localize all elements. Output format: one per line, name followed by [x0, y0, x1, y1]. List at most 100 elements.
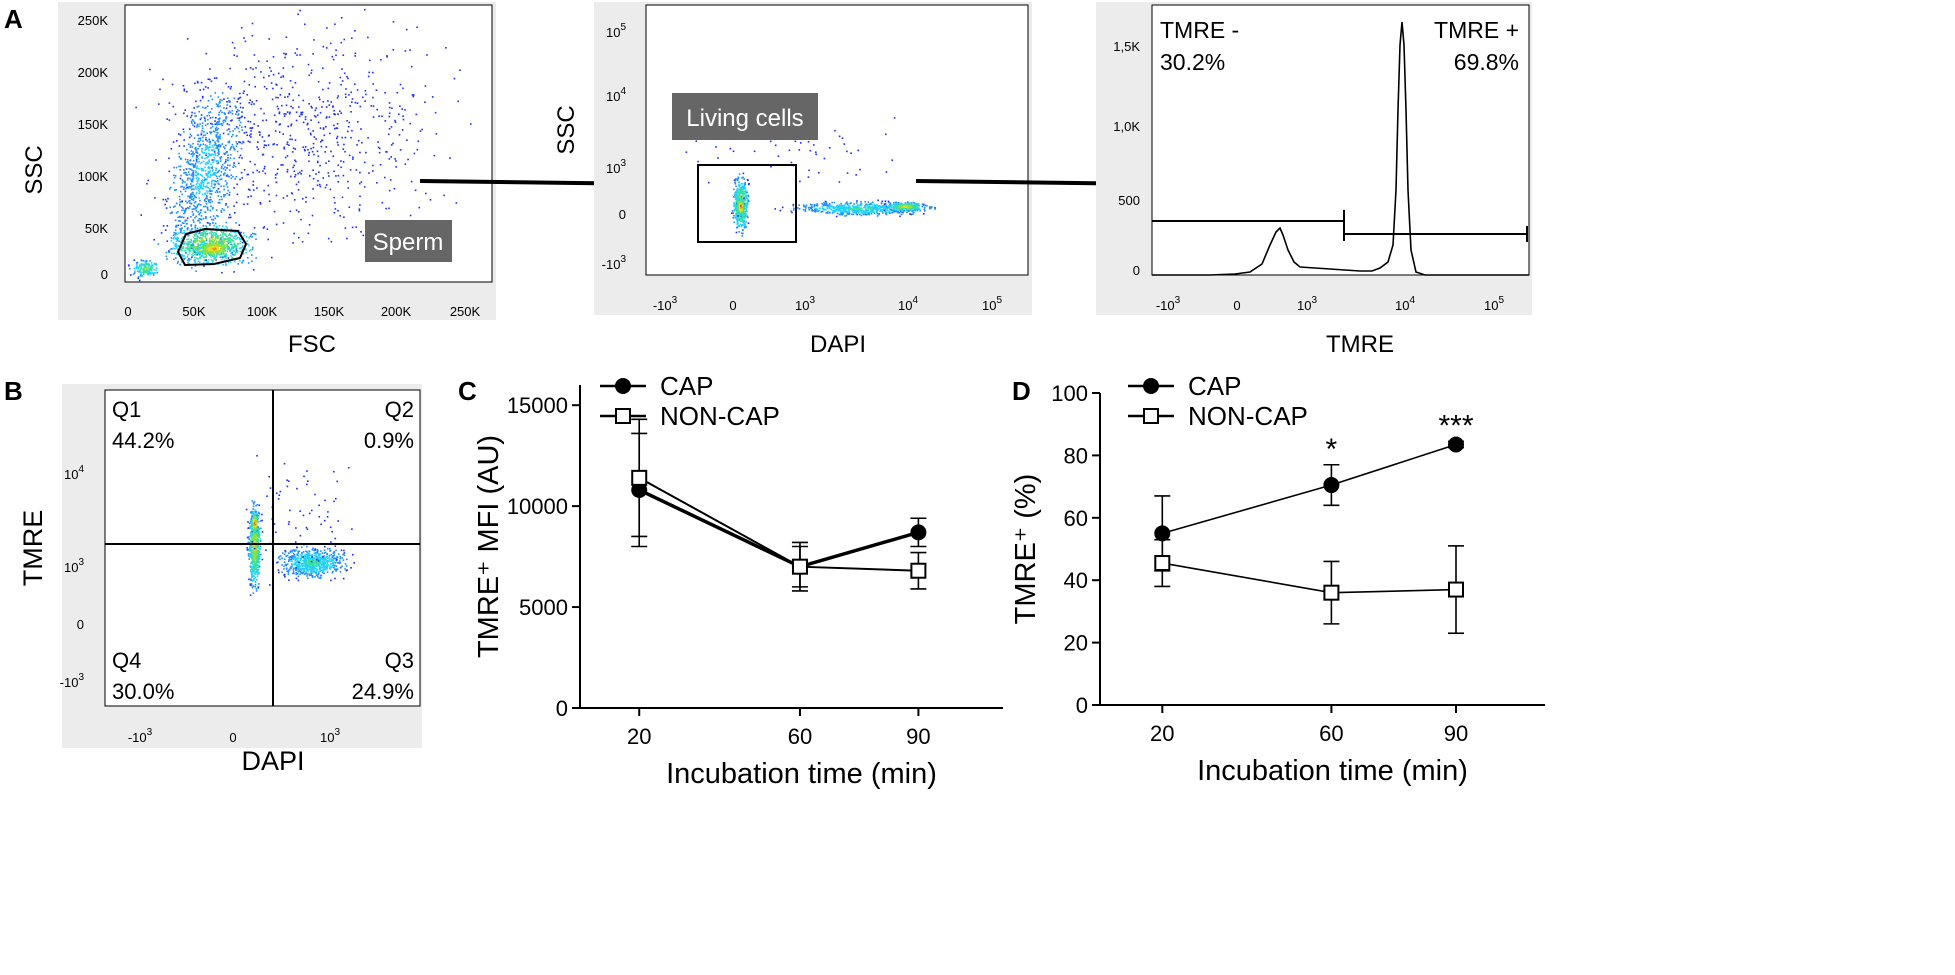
event-dot [250, 136, 252, 138]
event-dot [248, 244, 250, 247]
event-dot [846, 203, 849, 205]
event-dot [747, 195, 750, 198]
event-dot [218, 111, 220, 114]
event-dot [876, 205, 878, 207]
event-dot [230, 235, 232, 237]
panel-letter-a: A [4, 4, 23, 34]
event-dot [235, 245, 238, 248]
event-dot [227, 164, 229, 166]
event-dot [243, 132, 246, 134]
event-dot [181, 193, 183, 196]
event-dot [206, 192, 209, 194]
ssc-axis-label-2: SSC [553, 105, 580, 154]
event-dot [146, 271, 148, 274]
event-dot [174, 189, 176, 191]
event-dot [176, 244, 178, 247]
event-dot [183, 88, 186, 91]
event-dot [216, 225, 218, 228]
event-dot [230, 243, 232, 246]
event-dot [254, 586, 257, 588]
event-dot [180, 190, 182, 193]
event-dot [199, 251, 202, 253]
event-dot [434, 111, 437, 114]
event-dot [744, 225, 746, 228]
event-dot [211, 98, 214, 101]
event-dot [209, 111, 212, 113]
event-dot [857, 210, 859, 213]
event-dot [181, 182, 184, 184]
event-dot [168, 157, 170, 160]
event-dot [797, 207, 799, 209]
event-dot [258, 531, 261, 533]
event-dot [811, 204, 813, 206]
event-dot [228, 194, 231, 196]
event-dot [369, 59, 371, 62]
event-dot [183, 230, 185, 232]
event-dot [377, 141, 379, 143]
event-dot [254, 568, 257, 570]
event-dot [250, 531, 252, 533]
event-dot [255, 531, 258, 534]
event-dot [229, 154, 232, 156]
event-dot [252, 269, 255, 271]
event-dot [319, 185, 322, 188]
event-dot [746, 191, 748, 194]
event-dot [250, 562, 252, 565]
event-dot [919, 209, 922, 212]
event-dot [233, 54, 235, 56]
event-dot [198, 153, 201, 156]
event-dot [740, 186, 742, 189]
event-dot [201, 247, 204, 249]
event-dot [738, 198, 740, 200]
event-dot [868, 213, 870, 215]
event-dot [251, 34, 254, 37]
event-dot [195, 148, 197, 151]
event-dot [364, 161, 366, 164]
dapi-log-tick-base: -10 [653, 298, 672, 313]
event-dot [189, 163, 192, 166]
event-dot [197, 247, 199, 249]
event-dot [256, 551, 259, 553]
event-dot [179, 220, 181, 222]
event-dot [290, 175, 292, 178]
event-dot [189, 195, 191, 198]
event-dot [211, 159, 213, 161]
event-dot [335, 54, 337, 57]
event-dot [329, 188, 332, 191]
event-dot [268, 75, 270, 77]
event-dot [308, 154, 310, 156]
event-dot [189, 144, 192, 147]
event-dot [235, 145, 238, 148]
event-dot [189, 177, 191, 180]
event-dot [251, 248, 254, 251]
event-dot [828, 147, 831, 149]
event-dot [736, 222, 739, 224]
event-dot [823, 202, 825, 204]
event-dot [215, 77, 218, 79]
event-dot [401, 129, 404, 131]
event-dot [187, 235, 189, 237]
event-dot [256, 579, 258, 581]
event-dot [916, 209, 919, 212]
event-dot [202, 106, 204, 109]
event-dot [908, 205, 910, 207]
event-dot [175, 257, 177, 259]
event-dot [196, 126, 198, 128]
event-dot [205, 234, 207, 237]
event-dot [204, 200, 206, 202]
event-dot [199, 143, 202, 146]
event-dot [843, 143, 846, 145]
event-dot [398, 134, 401, 136]
event-dot [241, 111, 243, 113]
event-dot [838, 213, 841, 216]
event-dot [253, 535, 255, 538]
event-dot [217, 104, 219, 106]
event-dot [893, 117, 896, 119]
event-dot [188, 241, 190, 244]
event-dot [191, 119, 194, 121]
event-dot [833, 201, 836, 204]
event-dot [283, 148, 286, 150]
event-dot [200, 132, 203, 134]
event-dot [292, 147, 295, 150]
event-dot [186, 186, 188, 189]
